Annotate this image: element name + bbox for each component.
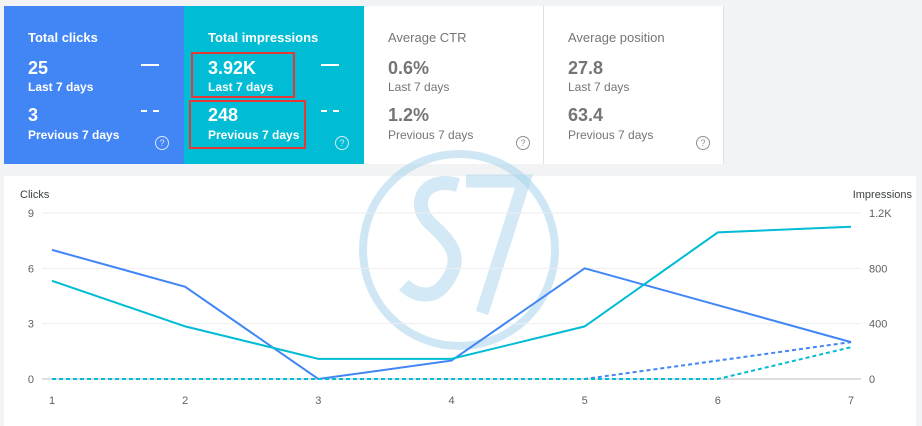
y-tick-label-right: 400 [869, 319, 887, 331]
metric-previous-label: Previous 7 days [208, 128, 300, 142]
metric-current-value: 25 [28, 58, 49, 78]
help-icon[interactable]: ? [335, 136, 349, 150]
metric-card-impressions[interactable]: Total impressions 3.92K Last 7 days 248 … [184, 6, 364, 164]
metric-title: Average position [568, 30, 665, 45]
metric-current-value: 0.6% [388, 58, 430, 78]
metric-previous-label: Previous 7 days [28, 128, 120, 142]
y-tick-label-left: 3 [28, 319, 34, 331]
metric-current-value: 3.92K [208, 58, 257, 78]
x-tick-label: 5 [582, 395, 588, 407]
metric-current-label: Last 7 days [388, 80, 450, 94]
impressions-solid-series-line [51, 225, 852, 360]
y-tick-label-right: 1.2K [869, 208, 892, 220]
metric-card-position[interactable]: Average position 27.8 Last 7 days 63.4 P… [544, 6, 724, 164]
metric-previous-value: 248 [208, 105, 239, 125]
metric-title: Total impressions [208, 30, 319, 45]
x-tick-label: 4 [448, 395, 454, 407]
y-tick-label-right: 800 [869, 263, 887, 275]
metric-current-value: 27.8 [568, 58, 604, 78]
metric-previous-label: Previous 7 days [388, 128, 474, 142]
dashed-legend-line [321, 110, 339, 112]
solid-legend-line [321, 64, 339, 66]
y-tick-label-left: 0 [28, 374, 34, 386]
watermark-logo-icon [359, 150, 559, 350]
dashed-legend-line [141, 110, 159, 112]
x-tick-label: 7 [848, 395, 854, 407]
chart-panel: Clicks Impressions [4, 176, 916, 426]
help-icon[interactable]: ? [516, 136, 530, 150]
y-tick-label-right: 0 [869, 374, 875, 386]
solid-legend-line [141, 64, 159, 66]
impressions-dashed-series-line [52, 346, 852, 380]
highlight-box-previous [189, 100, 306, 149]
metric-title: Total clicks [28, 30, 98, 45]
metric-previous-label: Previous 7 days [568, 128, 654, 142]
metric-card-clicks[interactable]: Total clicks 25 Last 7 days 3 Previous 7… [4, 6, 184, 164]
y-tick-label-left: 6 [28, 263, 34, 275]
metric-previous-value: 1.2% [388, 105, 430, 125]
highlight-box-current [191, 52, 295, 98]
metric-previous-value: 3 [28, 105, 39, 125]
x-tick-label: 1 [49, 395, 55, 407]
y-tick-label-left: 9 [28, 208, 34, 220]
help-icon[interactable]: ? [155, 136, 169, 150]
help-icon[interactable]: ? [696, 136, 710, 150]
clicks-solid-series-line [51, 248, 852, 381]
metric-current-label: Last 7 days [208, 80, 274, 94]
x-tick-label: 3 [315, 395, 321, 407]
metric-current-label: Last 7 days [28, 80, 94, 94]
metric-previous-value: 63.4 [568, 105, 604, 125]
x-tick-label: 6 [715, 395, 721, 407]
metric-title: Average CTR [388, 30, 467, 45]
x-tick-label: 2 [182, 395, 188, 407]
metric-cards: Total clicks 25 Last 7 days 3 Previous 7… [4, 6, 724, 164]
metric-card-ctr[interactable]: Average CTR 0.6% Last 7 days 1.2% Previo… [364, 6, 544, 164]
y-axis-title-right: Impressions [852, 189, 912, 201]
metric-current-label: Last 7 days [568, 80, 630, 94]
y-axis-title-left: Clicks [20, 189, 50, 201]
